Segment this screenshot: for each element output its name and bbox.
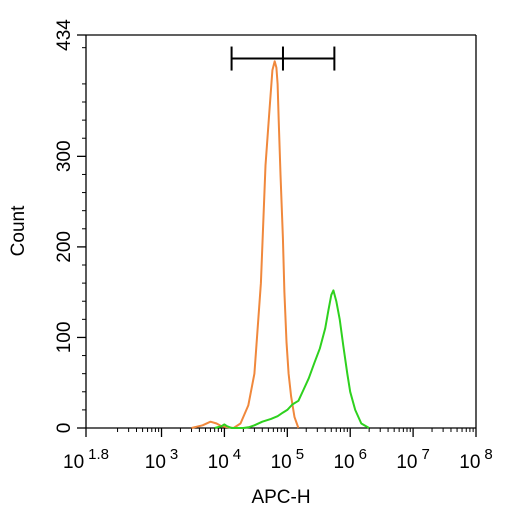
y-axis-label: Count bbox=[8, 205, 29, 256]
y-tick-label: 300 bbox=[54, 140, 75, 172]
y-tick-label: 100 bbox=[54, 322, 75, 354]
gate-marker bbox=[230, 46, 336, 71]
x-axis: 10 1.8 10 3 10 4 10 5 10 6 10 7 10 8 bbox=[63, 428, 493, 473]
x-tick-label: 10 1.8 bbox=[63, 446, 109, 473]
series-line-1 bbox=[191, 60, 300, 429]
y-tick-label: 434 bbox=[54, 19, 75, 51]
y-tick-label: 200 bbox=[54, 231, 75, 263]
x-tick-label: 10 6 bbox=[333, 446, 366, 473]
x-axis-label: APC-H bbox=[251, 487, 310, 508]
x-tick-label: 10 7 bbox=[396, 446, 429, 473]
series-line-2 bbox=[214, 289, 370, 429]
y-axis: 0 100 200 300 434 bbox=[54, 19, 86, 434]
y-tick-label: 0 bbox=[54, 423, 75, 434]
series-layer bbox=[191, 60, 370, 429]
x-tick-label: 10 8 bbox=[459, 446, 492, 473]
x-tick-label: 10 5 bbox=[271, 446, 304, 473]
plot-frame bbox=[85, 34, 477, 429]
x-tick-label: 10 3 bbox=[145, 446, 178, 473]
x-tick-label: 10 4 bbox=[208, 446, 241, 473]
